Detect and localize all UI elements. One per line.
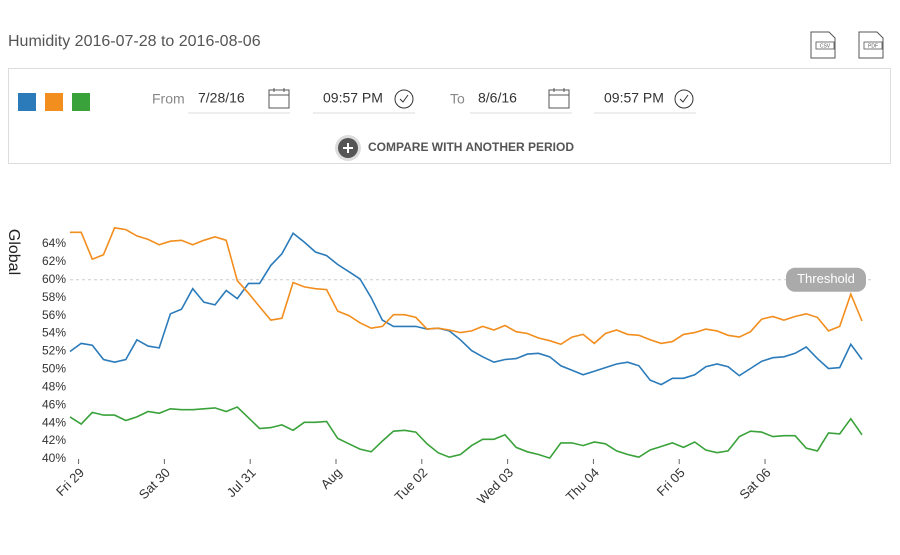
export-csv[interactable]: CSV bbox=[810, 31, 836, 59]
y-tick-label: 64% bbox=[42, 236, 66, 250]
x-tick-label: Sat 06 bbox=[736, 465, 773, 502]
legend-swatch[interactable] bbox=[45, 93, 63, 111]
from-time[interactable]: 09:57 PM bbox=[323, 90, 383, 106]
x-tick-label: Fri 29 bbox=[53, 465, 87, 499]
legend-swatch[interactable] bbox=[18, 93, 36, 111]
y-tick-label: 54% bbox=[42, 326, 66, 340]
x-tick-label: Aug bbox=[318, 465, 345, 492]
compare-button[interactable]: COMPARE WITH ANOTHER PERIOD bbox=[335, 135, 574, 161]
controls-panel bbox=[8, 68, 891, 164]
y-tick-label: 48% bbox=[42, 379, 66, 393]
calendar-icon[interactable] bbox=[268, 88, 290, 109]
y-tick-label: 42% bbox=[42, 433, 66, 447]
page-title: Humidity 2016-07-28 to 2016-08-06 bbox=[8, 33, 261, 50]
y-tick-label: 40% bbox=[42, 451, 66, 465]
export-label: PDF bbox=[868, 43, 878, 49]
from-label: From bbox=[152, 91, 185, 107]
x-tick-label: Fri 05 bbox=[654, 465, 688, 499]
threshold-badge bbox=[786, 267, 866, 292]
y-tick-label: 46% bbox=[42, 397, 66, 411]
to-date[interactable]: 8/6/16 bbox=[478, 90, 517, 106]
series-line bbox=[69, 406, 863, 460]
x-tick-label: Thu 04 bbox=[563, 465, 602, 504]
x-tick-label: Jul 31 bbox=[224, 465, 259, 500]
file-tag bbox=[863, 41, 883, 50]
series-line bbox=[69, 231, 863, 386]
from-date[interactable]: 7/28/16 bbox=[198, 90, 245, 106]
y-tick-label: 50% bbox=[42, 362, 66, 376]
export-label: CSV bbox=[820, 43, 831, 49]
series-line bbox=[70, 226, 863, 346]
clock-icon[interactable] bbox=[394, 89, 414, 109]
y-tick-label: 62% bbox=[42, 254, 66, 268]
y-tick-label: 56% bbox=[42, 308, 66, 322]
x-tick-label: Wed 03 bbox=[474, 465, 516, 507]
x-tick-label: Sat 30 bbox=[136, 465, 173, 502]
y-tick-label: 44% bbox=[42, 415, 66, 429]
y-tick-label: 58% bbox=[42, 290, 66, 304]
export-pdf[interactable]: PDF bbox=[858, 31, 884, 59]
y-tick-label: 60% bbox=[42, 272, 66, 286]
clock-icon[interactable] bbox=[674, 89, 694, 109]
compare-label: COMPARE WITH ANOTHER PERIOD bbox=[368, 140, 574, 154]
y-tick-label: 52% bbox=[42, 344, 66, 358]
legend bbox=[18, 93, 90, 111]
x-tick-label: Tue 02 bbox=[391, 465, 430, 504]
legend-swatch[interactable] bbox=[72, 93, 90, 111]
calendar-icon[interactable] bbox=[548, 88, 570, 109]
y-axis-label: Global bbox=[5, 229, 22, 275]
to-label: To bbox=[450, 91, 465, 107]
plot: 40% 42% 44% 46% 48% 50% 52% 54% 56% 58% 60% 62% 64% F… bbox=[42, 226, 874, 507]
plus-icon bbox=[343, 143, 353, 153]
threshold-label: Threshold bbox=[797, 271, 855, 286]
to-time[interactable]: 09:57 PM bbox=[604, 90, 664, 106]
file-tag bbox=[815, 41, 835, 50]
